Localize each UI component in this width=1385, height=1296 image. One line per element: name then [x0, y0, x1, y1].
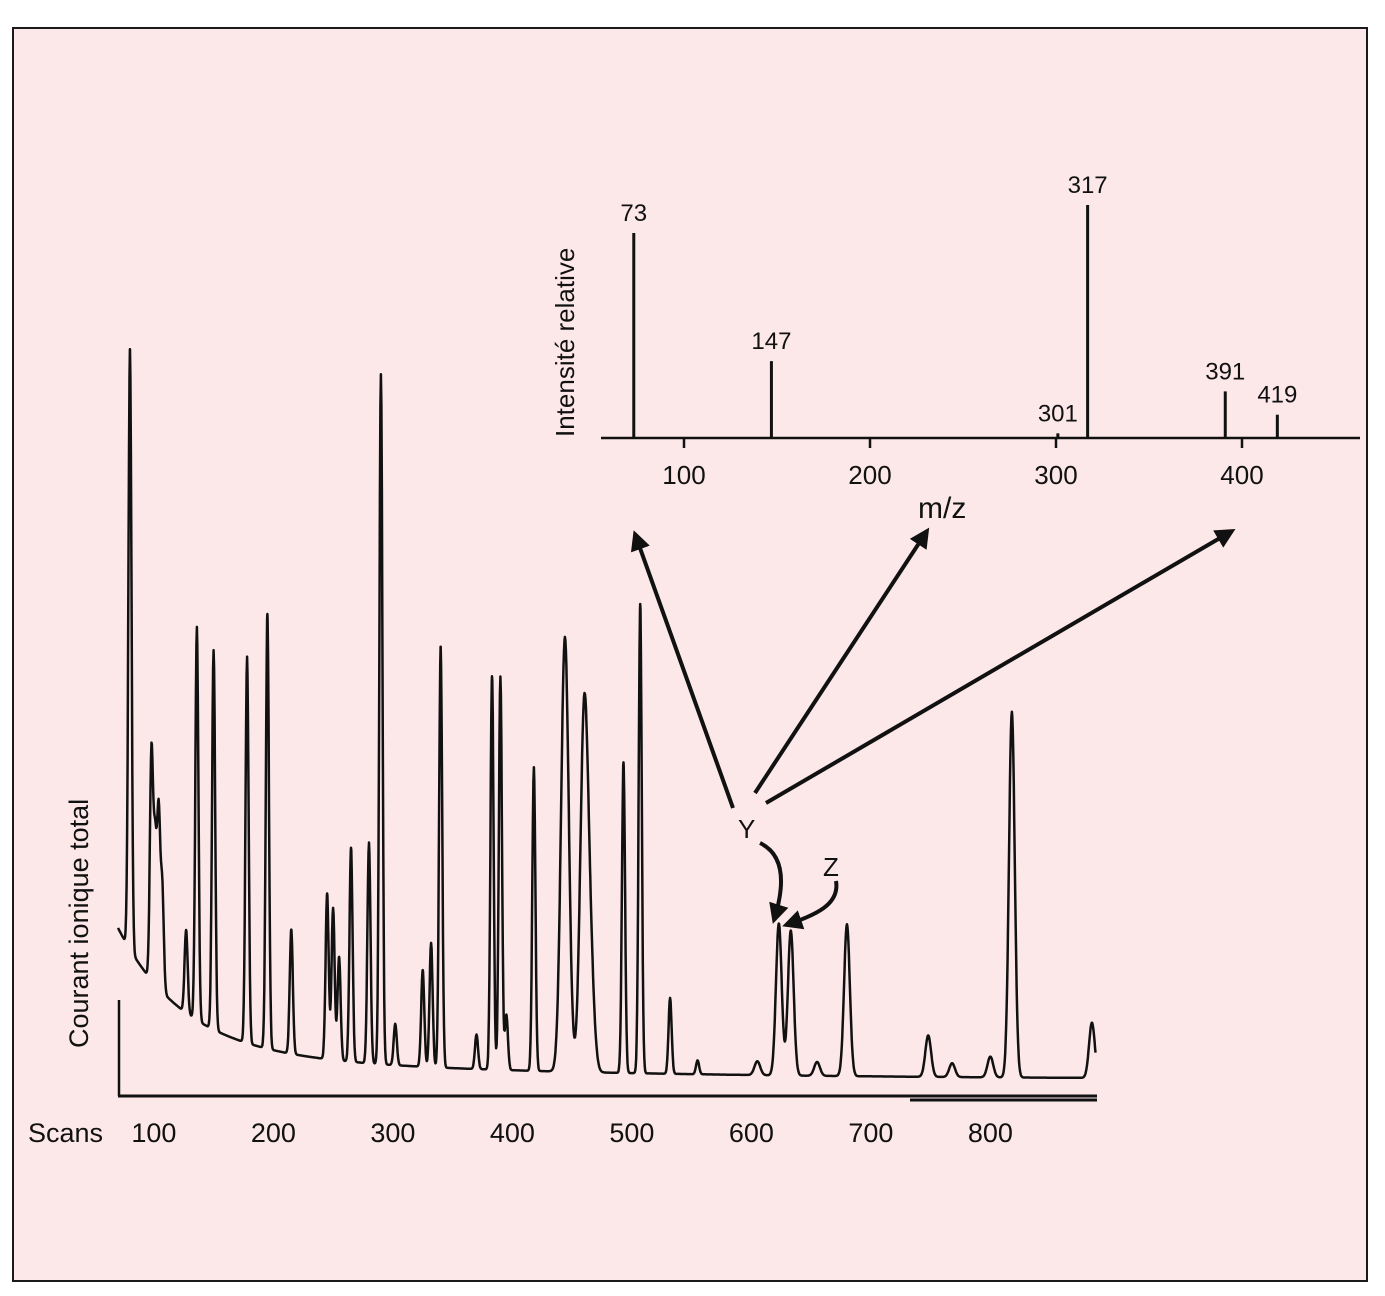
ms-ylabel: Intensité relative [550, 248, 580, 437]
ms-peak-label-147: 147 [751, 328, 791, 355]
ms-tick-label: 100 [662, 460, 705, 490]
tic-tick-label: 100 [131, 1118, 176, 1148]
ms-peak-label-419: 419 [1257, 382, 1297, 409]
annotation-z: Z [823, 852, 839, 882]
tic-ylabel: Courant ionique total [64, 799, 94, 1048]
arrow-y-to-peak [759, 841, 789, 924]
arrow-to-spectrum-middle [753, 527, 930, 795]
tic-xlabel: Scans [28, 1118, 103, 1148]
ms-peak-label-73: 73 [620, 200, 647, 227]
ms-xlabel: m/z [918, 492, 966, 525]
ms-peak-label-301: 301 [1038, 400, 1078, 427]
tic-trace [116, 347, 1097, 1080]
annotation-y: Y [738, 814, 755, 844]
ms-tick-label: 400 [1220, 460, 1263, 490]
tic-tick-label: 200 [251, 1118, 296, 1148]
mass-spectrum: Intensité relative 100 200 300 400 73 147 301… [550, 172, 1360, 525]
tic-tick-label: 700 [848, 1118, 893, 1148]
tic-tick-label: 800 [968, 1118, 1013, 1148]
ms-tick-label: 200 [848, 460, 891, 490]
ms-peak-label-317: 317 [1068, 172, 1108, 199]
arrow-to-spectrum-left [630, 530, 735, 809]
tic-tick-label: 500 [609, 1118, 654, 1148]
pointer-arrows [630, 527, 1236, 930]
ms-peak-label-391: 391 [1205, 358, 1245, 385]
figure-panel [12, 27, 1368, 1282]
tic-tick-label: 600 [729, 1118, 774, 1148]
arrow-to-spectrum-right [764, 528, 1236, 805]
arrow-z-to-peak [782, 880, 839, 930]
ms-tick-label: 300 [1034, 460, 1077, 490]
tic-tick-label: 400 [490, 1118, 535, 1148]
tic-tick-label: 300 [370, 1118, 415, 1148]
tic-chromatogram: Courant ionique total Scans 100 200 300 400… [28, 347, 1097, 1148]
